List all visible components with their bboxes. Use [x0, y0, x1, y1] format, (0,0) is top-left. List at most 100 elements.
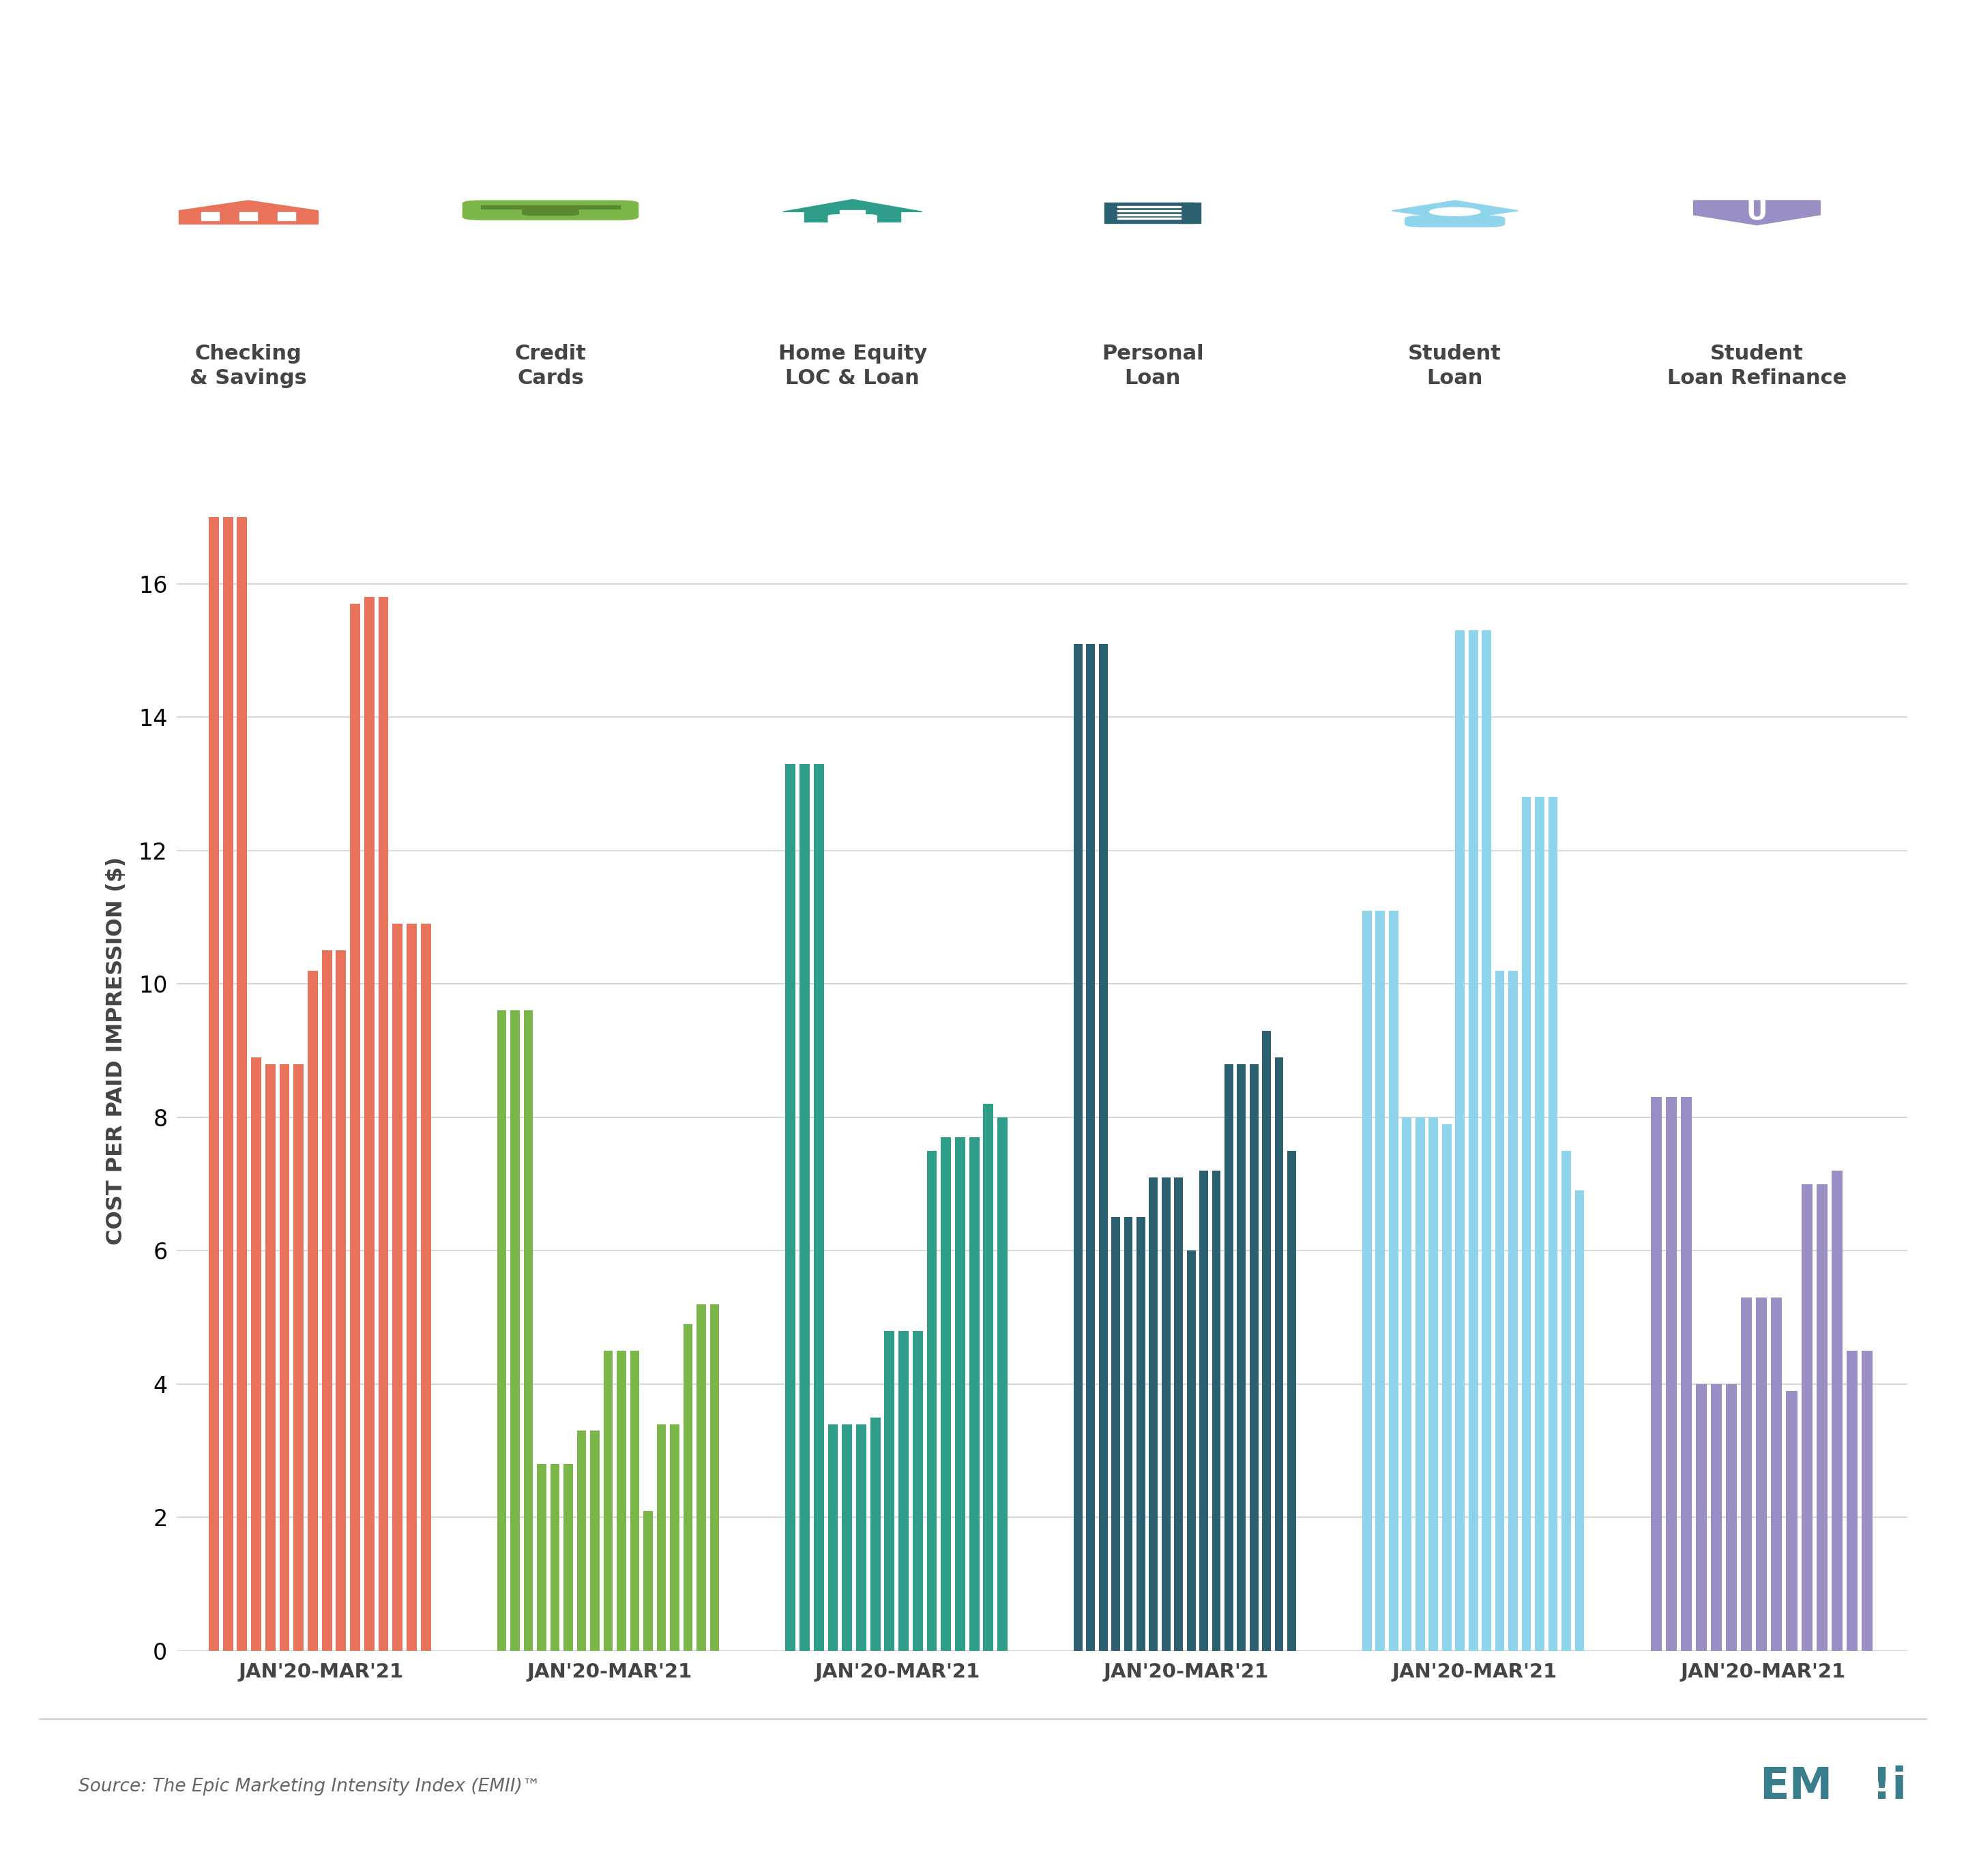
- FancyBboxPatch shape: [482, 206, 619, 208]
- Bar: [1111, 1218, 1121, 1651]
- Text: Student
Loan: Student Loan: [1408, 343, 1502, 388]
- Bar: [1710, 1384, 1722, 1651]
- Bar: [1862, 1351, 1872, 1651]
- FancyBboxPatch shape: [462, 201, 639, 219]
- Bar: [1494, 970, 1504, 1651]
- Bar: [1482, 630, 1490, 1651]
- Bar: [684, 1324, 692, 1651]
- Bar: [696, 1304, 706, 1651]
- Bar: [617, 1351, 625, 1651]
- Bar: [1549, 797, 1557, 1651]
- Bar: [1125, 1218, 1132, 1651]
- Bar: [871, 1418, 881, 1651]
- Text: EM: EM: [1760, 1765, 1832, 1808]
- Bar: [670, 1424, 680, 1651]
- Bar: [1469, 630, 1478, 1651]
- Bar: [1237, 1064, 1246, 1651]
- Bar: [786, 764, 796, 1651]
- Text: Checking
& Savings: Checking & Savings: [191, 343, 307, 388]
- FancyBboxPatch shape: [1105, 203, 1193, 223]
- Y-axis label: COST PER PAID IMPRESSION ($): COST PER PAID IMPRESSION ($): [106, 855, 128, 1246]
- Bar: [1073, 643, 1083, 1651]
- Bar: [1665, 1097, 1677, 1651]
- Bar: [590, 1431, 600, 1651]
- Bar: [1187, 1251, 1195, 1651]
- Bar: [643, 1510, 653, 1651]
- Bar: [1225, 1064, 1233, 1651]
- Bar: [364, 597, 374, 1651]
- Bar: [1136, 1218, 1146, 1651]
- FancyBboxPatch shape: [828, 214, 877, 223]
- FancyBboxPatch shape: [1406, 216, 1504, 227]
- FancyBboxPatch shape: [1178, 203, 1201, 223]
- Bar: [1250, 1064, 1258, 1651]
- Bar: [252, 1058, 261, 1651]
- Bar: [1681, 1097, 1691, 1651]
- Bar: [1199, 1171, 1207, 1651]
- Bar: [1274, 1058, 1284, 1651]
- Bar: [885, 1330, 895, 1651]
- Bar: [407, 923, 417, 1651]
- Bar: [1697, 1384, 1706, 1651]
- Bar: [800, 764, 810, 1651]
- Bar: [1801, 1184, 1813, 1651]
- Text: Credit
Cards: Credit Cards: [515, 343, 586, 388]
- Polygon shape: [782, 199, 922, 212]
- Bar: [1846, 1351, 1858, 1651]
- Bar: [1262, 1030, 1270, 1651]
- Bar: [1087, 643, 1095, 1651]
- Bar: [1832, 1171, 1842, 1651]
- Bar: [955, 1137, 965, 1651]
- Bar: [604, 1351, 613, 1651]
- Bar: [307, 970, 318, 1651]
- Bar: [1742, 1298, 1752, 1651]
- Bar: [497, 1011, 507, 1651]
- FancyBboxPatch shape: [839, 210, 865, 214]
- Text: Home Equity
LOC & Loan: Home Equity LOC & Loan: [779, 343, 928, 388]
- Bar: [1162, 1178, 1170, 1651]
- FancyBboxPatch shape: [179, 221, 318, 223]
- Bar: [222, 518, 234, 1651]
- Bar: [1726, 1384, 1736, 1651]
- Text: Personal
Loan: Personal Loan: [1101, 343, 1203, 388]
- Bar: [657, 1424, 666, 1651]
- Bar: [576, 1431, 586, 1651]
- Bar: [1441, 1124, 1451, 1651]
- FancyBboxPatch shape: [277, 212, 295, 221]
- Bar: [1376, 910, 1384, 1651]
- Bar: [523, 1011, 533, 1651]
- Bar: [1522, 797, 1532, 1651]
- Bar: [322, 951, 332, 1651]
- Bar: [1429, 1118, 1437, 1651]
- Bar: [983, 1103, 993, 1651]
- Bar: [377, 597, 389, 1651]
- Bar: [550, 1463, 560, 1651]
- Bar: [1575, 1191, 1585, 1651]
- Bar: [1771, 1298, 1781, 1651]
- Bar: [208, 518, 218, 1651]
- FancyBboxPatch shape: [804, 212, 900, 221]
- FancyBboxPatch shape: [202, 212, 220, 221]
- Bar: [393, 923, 403, 1651]
- Bar: [265, 1064, 275, 1651]
- Bar: [1416, 1118, 1425, 1651]
- Bar: [1651, 1097, 1661, 1651]
- Bar: [942, 1137, 952, 1651]
- Bar: [564, 1463, 572, 1651]
- Bar: [1787, 1390, 1797, 1651]
- Bar: [1508, 970, 1518, 1651]
- Bar: [912, 1330, 922, 1651]
- Text: Student
Loan Refinance: Student Loan Refinance: [1667, 343, 1846, 388]
- Bar: [537, 1463, 547, 1651]
- Bar: [238, 518, 248, 1651]
- FancyBboxPatch shape: [523, 208, 578, 216]
- Bar: [1174, 1178, 1184, 1651]
- Polygon shape: [1693, 201, 1821, 225]
- Bar: [926, 1150, 938, 1651]
- Bar: [293, 1064, 303, 1651]
- Bar: [1288, 1150, 1296, 1651]
- Bar: [898, 1330, 908, 1651]
- Text: GOOGLE SEARCH - COST / IMPRESSION JAN 2020 - MAR 2021: GOOGLE SEARCH - COST / IMPRESSION JAN 20…: [177, 38, 1789, 84]
- Bar: [997, 1118, 1007, 1651]
- Bar: [1099, 643, 1107, 1651]
